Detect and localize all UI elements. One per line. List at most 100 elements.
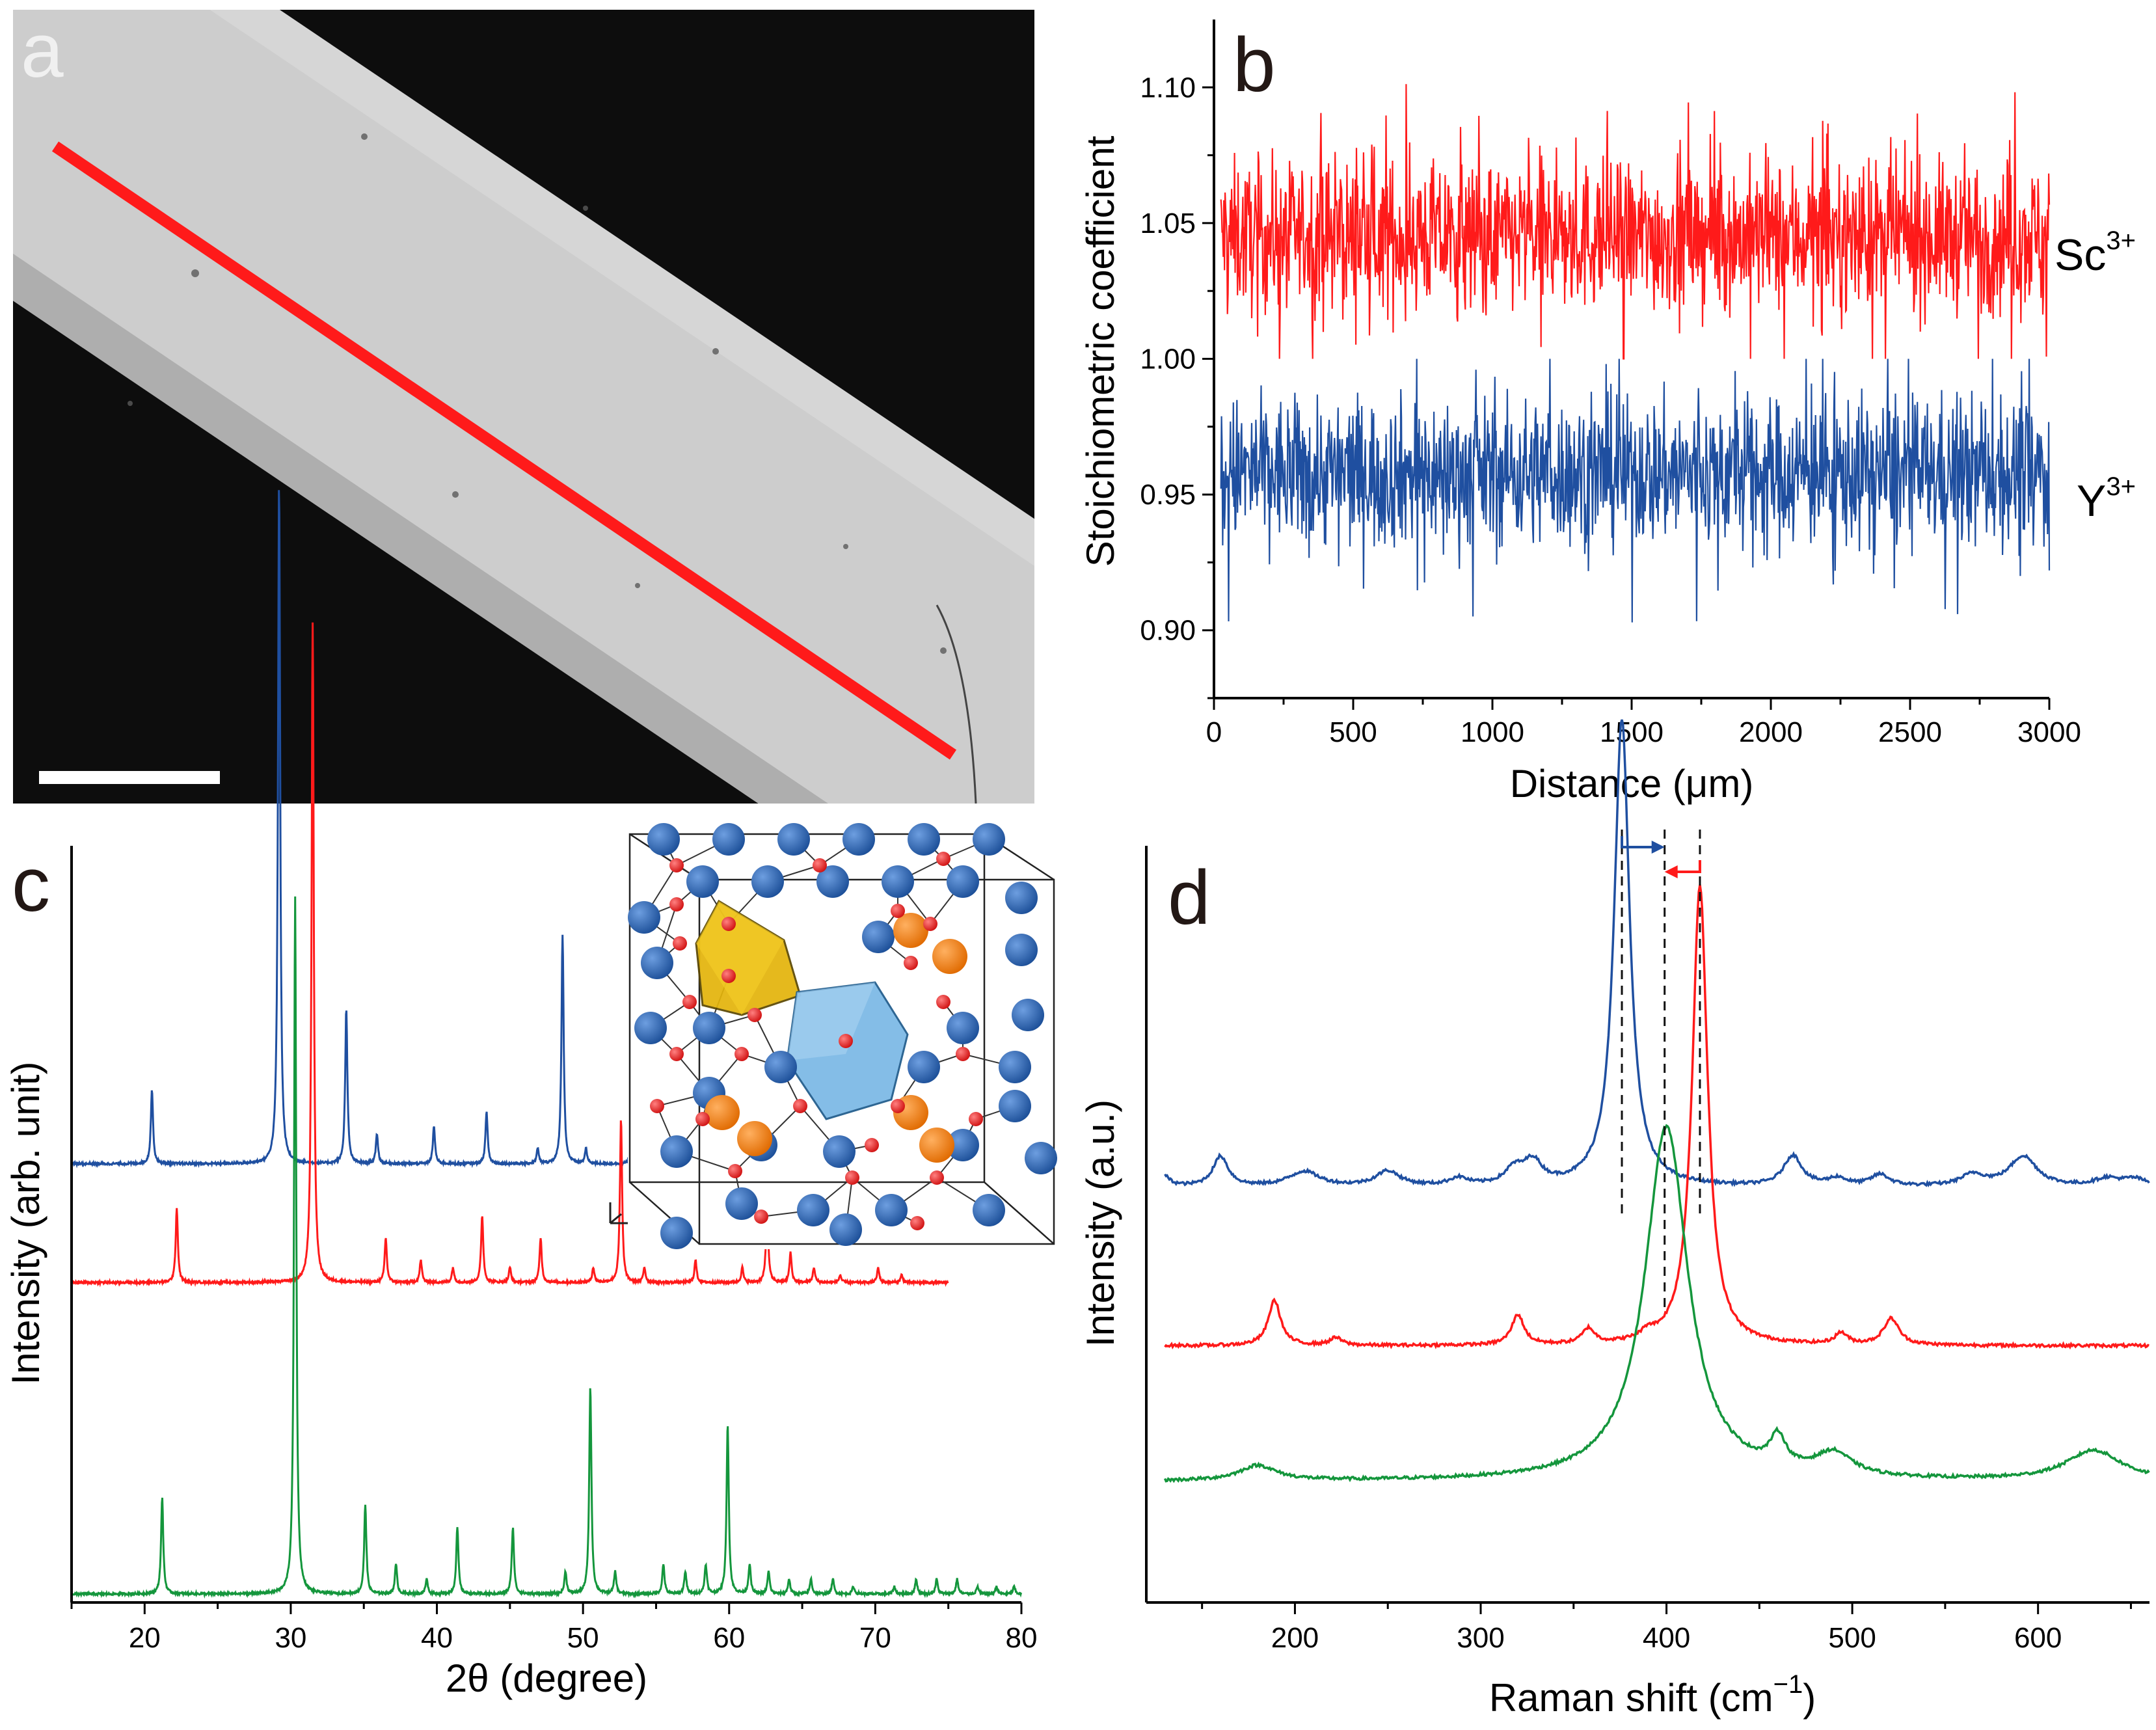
atom-blue (686, 865, 719, 898)
panel-b-xtick-label: 1500 (1600, 716, 1664, 748)
atom-blue (875, 1194, 908, 1226)
atom-blue (882, 865, 914, 898)
atom-blue (777, 823, 810, 856)
atom-red (669, 897, 684, 912)
fiber-body (13, 10, 1034, 804)
panel-d-series-group (1163, 719, 2150, 1483)
legend-label-y-sup: 3+ (2106, 472, 2136, 501)
panel-label-a: a (21, 8, 64, 94)
atom-red (910, 1216, 924, 1230)
atom-red (936, 852, 950, 866)
atom-red (669, 1047, 684, 1061)
blue-arrowhead (1651, 841, 1665, 854)
legend-label-y: Y3+ (2077, 472, 2136, 526)
atom-blue (660, 1135, 693, 1168)
atom-blue (829, 1213, 862, 1246)
crystal-structure-inset (609, 823, 1057, 1249)
atom-orange (705, 1095, 740, 1130)
panel-d-xtick-label: 300 (1457, 1622, 1504, 1654)
atom-orange (919, 1128, 954, 1163)
atom-blue (816, 865, 849, 898)
atom-red (695, 1112, 710, 1126)
red-shift-arrow (1673, 860, 1701, 873)
panel-c-xtick-label: 60 (713, 1622, 745, 1654)
atom-blue (1005, 934, 1038, 966)
panel-c-xtick-label: 50 (567, 1622, 599, 1654)
atom-red (721, 969, 736, 983)
atom-red (734, 1047, 749, 1061)
panel-d-xtick-label: 600 (2014, 1622, 2062, 1654)
atom-blue (908, 823, 940, 856)
atom-red (923, 917, 937, 931)
atom-orange (737, 1121, 772, 1156)
panel-c-xtick-label: 80 (1006, 1622, 1038, 1654)
atom-red (669, 858, 684, 872)
atom-red (845, 1170, 859, 1185)
atom-red (956, 1047, 970, 1061)
atom-red (969, 1112, 983, 1126)
atom-blue (999, 1051, 1031, 1083)
atom-blue (647, 823, 680, 856)
panel-a-sem-image: a (13, 8, 1034, 804)
panel-c-xtick-label: 20 (129, 1622, 161, 1654)
atom-blue (862, 921, 895, 953)
panel-label-c: c (12, 842, 50, 928)
atom-red (728, 1164, 742, 1178)
panel-c-xtick-label: 70 (859, 1622, 891, 1654)
atom-blue (725, 1187, 758, 1220)
panel-d-xtick-label: 200 (1271, 1622, 1319, 1654)
atom-red (650, 1099, 664, 1113)
atom-blue (823, 1135, 856, 1168)
panel-b-ylabel: Stoichiometric coefficient (1079, 135, 1122, 567)
atom-blue (908, 1051, 940, 1083)
panel-label-d: d (1168, 855, 1211, 941)
panel-d-ylabel: Intensity (a.u.) (1079, 1100, 1122, 1347)
panel-b-xtick-label: 2000 (1739, 716, 1803, 748)
legend-label-sc-base: Sc (2055, 230, 2106, 280)
atom-red (682, 995, 697, 1009)
atom-blue (947, 1129, 979, 1161)
legend-label-sc-sup: 3+ (2106, 226, 2136, 255)
panel-d-xlabel-end: ) (1803, 1676, 1816, 1720)
atom-red (865, 1138, 879, 1152)
raman-series-red (1164, 884, 2149, 1350)
atom-blue (973, 823, 1005, 856)
line-scan-path (51, 141, 957, 760)
atom-blue (797, 1194, 829, 1226)
atom-red (793, 1099, 807, 1113)
atom-blue (628, 901, 660, 934)
panel-label-b: b (1233, 22, 1276, 108)
panel-b-xtick-label: 3000 (2017, 716, 2081, 748)
xrd-series-red (70, 622, 949, 1288)
atom-blue (764, 1051, 797, 1083)
red-arrowhead (1664, 865, 1678, 878)
panel-c-xtick-label: 30 (275, 1622, 306, 1654)
atom-blue (947, 865, 979, 898)
atom-orange (893, 913, 928, 948)
raman-series-green (1163, 1124, 2150, 1483)
atom-blue (842, 823, 875, 856)
panel-b-ytick-label: 1.00 (1140, 344, 1196, 375)
axis-triad (609, 1202, 628, 1224)
atom-red (936, 995, 950, 1009)
legend-label-y-base: Y (2077, 476, 2106, 526)
line-series-y3 (1220, 358, 2051, 623)
atom-red (904, 956, 918, 970)
atom-red (748, 1008, 762, 1022)
atom-orange (932, 939, 967, 974)
legend-label-sc: Sc3+ (2055, 226, 2136, 280)
atom-red (930, 1170, 944, 1185)
atom-red (891, 904, 905, 918)
scale-bar (39, 771, 220, 784)
panel-c-ticks: 20 30 40 50 60 70 80 (70, 1602, 1038, 1654)
panel-b-ytick-label: 0.90 (1140, 615, 1196, 647)
atom-blue (634, 1012, 667, 1044)
panel-d-xlabel: Raman shift (cm−1) (1489, 1670, 1816, 1720)
raman-series-blue (1164, 719, 2150, 1188)
panel-b-xlabel: Distance (μm) (1510, 762, 1754, 805)
panel-b-ytick-label: 1.05 (1140, 208, 1196, 239)
panel-b-xtick-label: 0 (1206, 716, 1222, 748)
atom-blue (712, 823, 745, 856)
atom-blue (999, 1090, 1031, 1122)
